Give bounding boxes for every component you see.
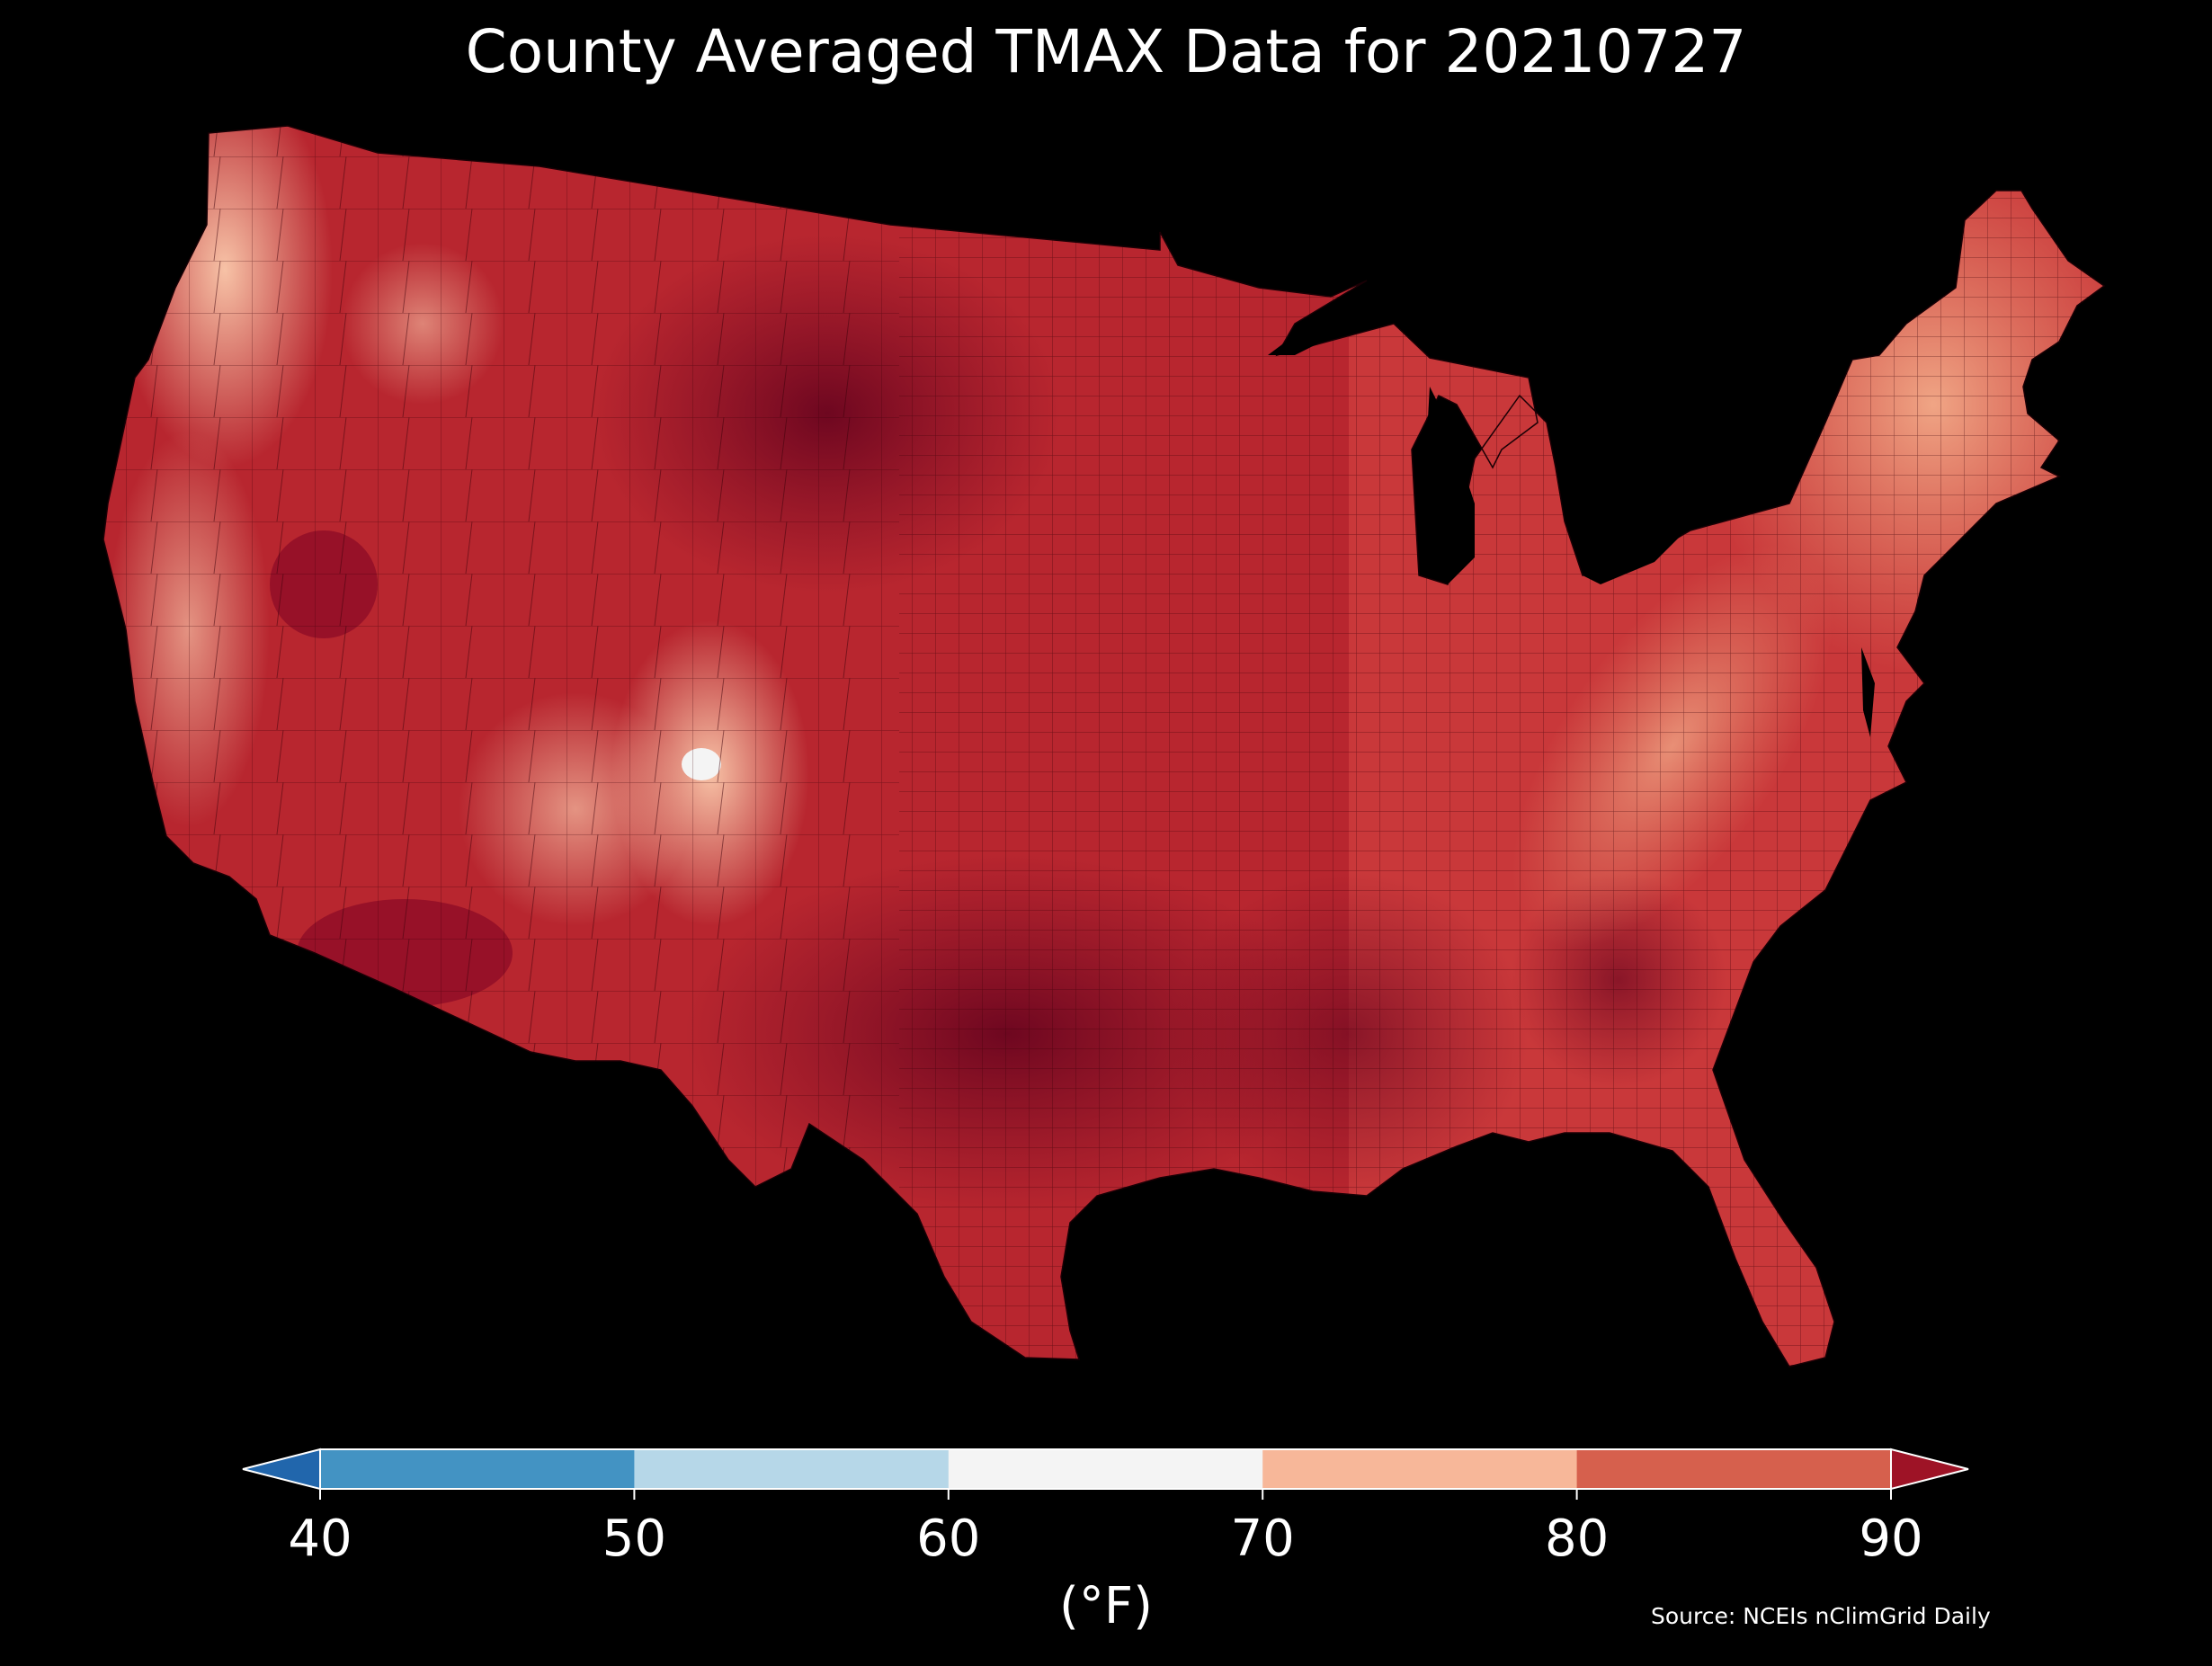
colorbar-bin-50-60 bbox=[634, 1449, 950, 1489]
colorbar-extend-high bbox=[1890, 1448, 1969, 1491]
colorbar-tick-label: 80 bbox=[1544, 1510, 1610, 1568]
map-title: County Averaged TMAX Data for 20210727 bbox=[465, 17, 1747, 86]
colorbar-tick-label: 50 bbox=[602, 1510, 667, 1568]
colorbar-bin-70-80 bbox=[1262, 1449, 1578, 1489]
lake-superior bbox=[1268, 288, 1376, 355]
colorbar-tick-label: 60 bbox=[916, 1510, 981, 1568]
colorbar-units: (°F) bbox=[1059, 1577, 1153, 1635]
colorbar-bin-60-70 bbox=[948, 1449, 1263, 1489]
source-credit: Source: NCEIs nClimGrid Daily bbox=[1651, 1603, 1991, 1629]
colorbar-tick-label: 90 bbox=[1859, 1510, 1923, 1568]
lake-erie bbox=[1583, 535, 1681, 584]
colorbar-tick-label: 70 bbox=[1230, 1510, 1295, 1568]
colorbar-bin-40-50 bbox=[320, 1449, 635, 1489]
colorbar-tick-label: 40 bbox=[288, 1510, 352, 1568]
lake-michigan bbox=[1425, 387, 1475, 584]
colorbar-bin-80-90 bbox=[1576, 1449, 1892, 1489]
colorbar-extend-low bbox=[242, 1448, 321, 1491]
